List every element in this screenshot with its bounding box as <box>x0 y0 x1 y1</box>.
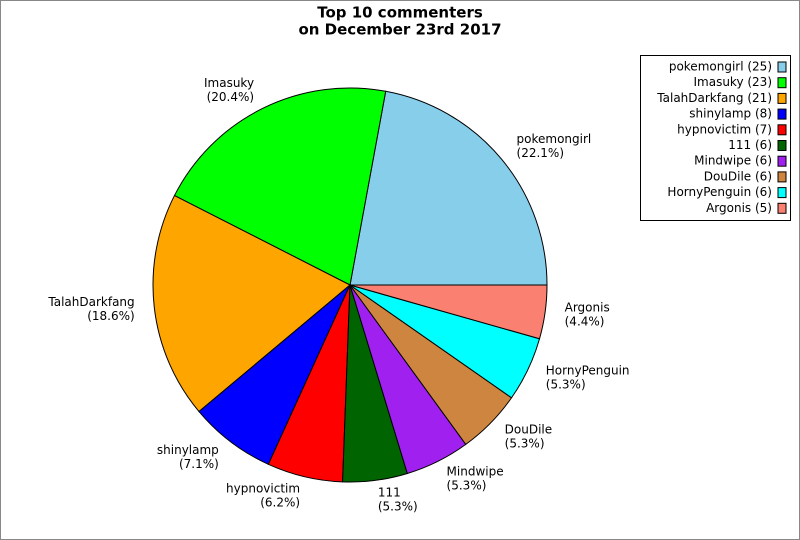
legend-label: Argonis (5) <box>706 201 772 215</box>
legend-swatch <box>777 77 787 89</box>
slice-percent: (5.3%) <box>505 436 545 450</box>
legend-label: hypnovictim (7) <box>677 122 772 136</box>
legend-swatch <box>777 140 787 151</box>
slice-label: Mindwipe <box>447 464 504 478</box>
legend-box <box>640 55 791 221</box>
legend-label: pokemongirl (25) <box>669 60 772 74</box>
legend-label: DouDile (6) <box>704 169 772 183</box>
legend-label: Imasuky (23) <box>693 75 772 89</box>
pie-slice <box>349 284 548 340</box>
legend-label: TalahDarkfang (21) <box>656 91 772 105</box>
slice-percent: (20.4%) <box>207 90 254 104</box>
slice-percent: (18.6%) <box>87 309 134 323</box>
legend-swatch <box>777 61 787 73</box>
slice-percent: (5.3%) <box>378 499 418 513</box>
legend-swatch <box>777 92 787 104</box>
legend-label: Mindwipe (6) <box>694 154 772 168</box>
slice-percent: (6.2%) <box>260 495 300 509</box>
chart-title: on December 23rd 2017 <box>298 21 501 39</box>
slice-percent: (7.1%) <box>179 457 219 471</box>
legend-swatch <box>777 202 787 214</box>
legend-swatch <box>777 171 787 183</box>
slice-percent: (5.3%) <box>546 377 586 391</box>
slice-label: pokemongirl <box>517 132 592 146</box>
legend-label: HornyPenguin (6) <box>667 185 772 199</box>
slice-percent: (4.4%) <box>565 314 605 328</box>
slice-label: hypnovictim <box>226 481 300 495</box>
slice-percent: (22.1%) <box>517 146 564 160</box>
legend-label: 111 (6) <box>728 138 772 152</box>
pie-slice <box>173 87 387 286</box>
slice-label: HornyPenguin <box>546 363 630 377</box>
legend-label: shinylamp (8) <box>689 107 772 121</box>
slice-label: 111 <box>378 485 401 499</box>
chart-title: Top 10 commenters <box>317 4 483 22</box>
legend-swatch <box>777 108 787 120</box>
legend-swatch <box>777 155 787 167</box>
slice-label: DouDile <box>505 422 552 436</box>
slice-label: TalahDarkfang <box>47 295 134 309</box>
legend-swatch <box>777 124 787 136</box>
legend-swatch <box>777 187 787 199</box>
slice-percent: (5.3%) <box>447 478 487 492</box>
slice-label: Imasuky <box>204 76 254 90</box>
slice-label: Argonis <box>565 300 610 314</box>
pie-slice <box>349 90 548 286</box>
slice-label: shinylamp <box>157 443 219 457</box>
pie-slice <box>152 194 351 413</box>
